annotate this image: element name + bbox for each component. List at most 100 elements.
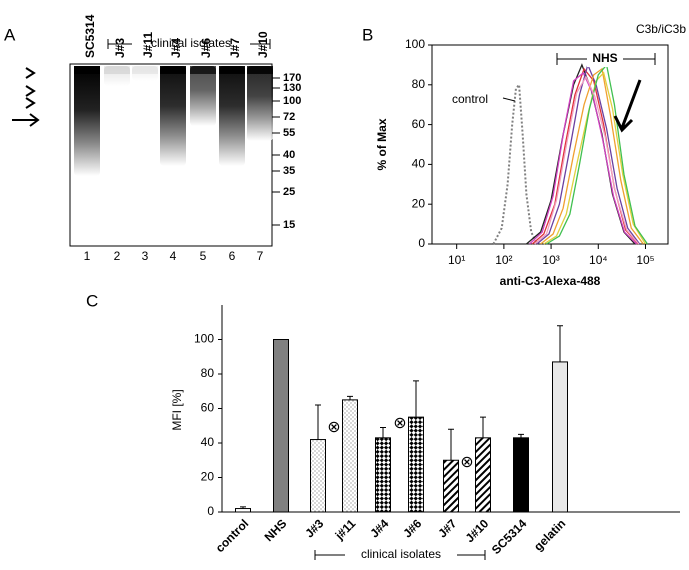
blot-band	[247, 66, 273, 74]
lane-number: 3	[142, 249, 149, 263]
bar	[513, 437, 529, 513]
bar	[273, 339, 289, 513]
annotation: ⊗	[460, 454, 473, 471]
marker-label: 25	[283, 186, 295, 198]
error-bar	[413, 380, 419, 418]
marker-label: 40	[283, 149, 295, 161]
y-tick-label: 60	[412, 117, 426, 131]
x-tick-label: NHS	[262, 516, 290, 544]
lane-number: 4	[170, 249, 177, 263]
blot-smear	[219, 66, 245, 166]
bar	[342, 399, 358, 513]
y-tick-label: 60	[201, 401, 215, 415]
y-tick-label: 20	[201, 470, 215, 484]
lane-label: J#10	[256, 31, 270, 58]
blot-smear	[190, 66, 216, 126]
histogram-curve	[529, 71, 638, 245]
annotation: ⊗	[327, 419, 340, 436]
x-tick-label: gelatin	[531, 516, 568, 553]
arrowheads	[12, 67, 40, 127]
marker-label: 130	[283, 82, 301, 94]
histogram: 0 20 40 60 80 100 10¹ 10² 10³ 10⁴ 10⁵ anti-C3-Alexa…	[375, 22, 686, 288]
blot-band	[74, 66, 100, 74]
histogram-curve	[531, 67, 639, 245]
blot-lanes	[74, 66, 273, 176]
marker-label: 170	[283, 72, 301, 84]
x-tick-label: 10¹	[448, 253, 465, 267]
y-tick-label: 80	[201, 366, 215, 380]
plot-frame	[431, 44, 669, 245]
y-axis-label: % of Max	[375, 118, 389, 170]
x-tick-label: j#11	[332, 516, 359, 543]
arrow	[613, 79, 642, 133]
marker-label: 35	[283, 165, 295, 177]
marker-label: 72	[283, 111, 295, 123]
blot-smear	[74, 66, 100, 176]
y-tick-label: 100	[194, 332, 214, 346]
lane-label: J#4	[169, 38, 183, 58]
error-bar	[518, 433, 524, 438]
lane-number: 1	[84, 249, 91, 263]
lane-number: 2	[114, 249, 121, 263]
blot-smear	[247, 66, 273, 141]
histogram-curve	[534, 75, 640, 245]
annotation: C3b/iC3b	[636, 22, 686, 36]
y-tick-label: 40	[201, 435, 215, 449]
bar	[408, 416, 424, 513]
lane-number: 6	[229, 249, 236, 263]
panel-letter: B	[362, 25, 373, 44]
x-tick-label: J#4	[367, 516, 391, 540]
lane-number: 7	[257, 249, 264, 263]
blot-smear	[104, 66, 130, 86]
annotation: control	[452, 92, 488, 106]
blot-band	[104, 66, 130, 74]
error-bar	[380, 426, 386, 438]
x-tick-label: 10³	[542, 253, 559, 267]
label-bg	[345, 547, 457, 563]
blot-smear	[160, 66, 186, 166]
blot-band	[190, 66, 216, 74]
x-tick-label: J#10	[463, 516, 492, 545]
bar	[375, 437, 391, 513]
bar	[235, 508, 251, 513]
blot-labels: SC53141J#32J#113J#44J#65J#76J#1071701301…	[83, 14, 301, 263]
lane-label: J#11	[141, 32, 155, 58]
x-tick-label: J#6	[400, 516, 424, 540]
error-bar	[240, 506, 246, 509]
x-tick-label: 10⁵	[636, 253, 654, 267]
error-bar	[480, 416, 486, 438]
y-tick-label: 80	[412, 77, 426, 91]
bar-chart: 0 20 40 60 80 100 MFI [%] control NHS J#3 j#11 J#4 J…	[170, 305, 680, 563]
x-tick-label: J#3	[302, 516, 326, 540]
error-bar	[315, 404, 321, 440]
x-tick-label: J#7	[435, 516, 459, 540]
marker-label: 100	[283, 95, 301, 107]
blot-smear	[132, 66, 158, 81]
label-bg	[132, 36, 250, 52]
blot-band	[132, 66, 158, 74]
blot-band	[160, 66, 186, 74]
x-tick-label: 10²	[495, 253, 512, 267]
x-axis-label: anti-C3-Alexa-488	[500, 274, 601, 288]
lane-label: SC5314	[83, 14, 97, 58]
panel-letter: C	[86, 291, 98, 310]
y-tick-label: 100	[405, 37, 425, 51]
label-bg	[587, 51, 623, 67]
annotation: clinical isolates	[361, 547, 441, 561]
annotation: ⊗	[393, 415, 406, 432]
x-tick-label: control	[213, 516, 252, 555]
blot-band	[219, 66, 245, 74]
histogram-curve	[540, 67, 644, 245]
marker-label: 55	[283, 127, 295, 139]
bar	[552, 361, 568, 513]
bar	[443, 459, 459, 513]
lane-label: J#3	[113, 38, 127, 58]
error-bar	[448, 428, 454, 461]
y-axis-label: MFI [%]	[170, 389, 184, 430]
y-tick-label: 0	[207, 504, 214, 518]
bar	[310, 439, 326, 513]
y-tick-label: 0	[418, 236, 425, 250]
lane-number: 5	[200, 249, 207, 263]
error-bar	[347, 395, 353, 400]
